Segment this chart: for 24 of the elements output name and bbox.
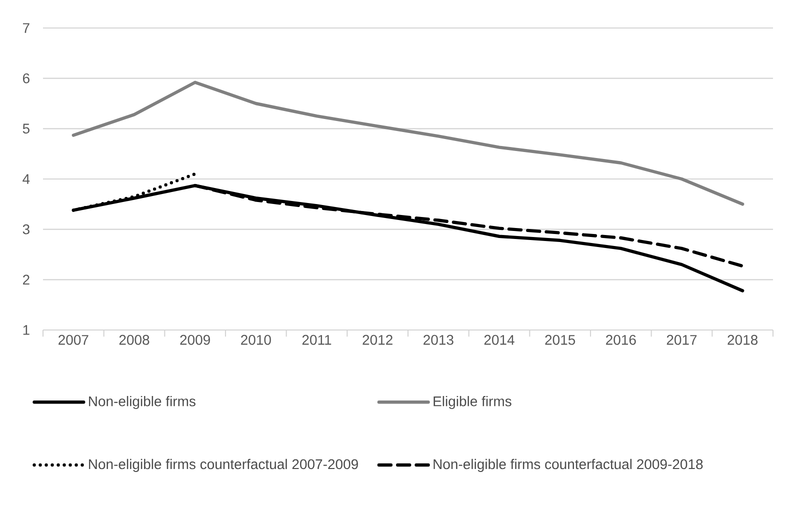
x-tick-label: 2018 — [728, 334, 758, 345]
x-tick-label: 2009 — [180, 334, 210, 345]
line-series — [72, 80, 744, 206]
x-tick-label: 2013 — [424, 334, 454, 345]
legend-label: Non-eligible firms — [89, 396, 196, 410]
x-tick-label: 2007 — [58, 334, 88, 345]
x-tick-label: 2012 — [362, 334, 392, 345]
y-tick-label: 1 — [23, 325, 30, 335]
x-tick-label: 2016 — [606, 334, 636, 345]
y-tick-label: 2 — [23, 274, 30, 285]
legend-label: Non-eligible firms counterfactual 2009-2018 — [434, 458, 703, 472]
legend-label: Eligible firms — [434, 396, 512, 410]
y-tick-label: 5 — [22, 124, 30, 134]
y-tick-label: 6 — [23, 73, 30, 84]
x-tick-label: 2014 — [484, 334, 514, 345]
y-tick-label: 4 — [22, 174, 30, 184]
y-tick-label: 3 — [22, 224, 30, 234]
x-tick-label: 2015 — [545, 334, 576, 345]
x-tick-label: 2017 — [666, 334, 697, 345]
legend-label: Non-eligible firms counterfactual 2007-2009 — [89, 458, 358, 472]
x-tick-label: 2011 — [302, 334, 332, 345]
y-tick-label: 7 — [23, 23, 30, 33]
x-tick-label: 2008 — [119, 334, 150, 345]
x-tick-label: 2010 — [241, 334, 271, 345]
